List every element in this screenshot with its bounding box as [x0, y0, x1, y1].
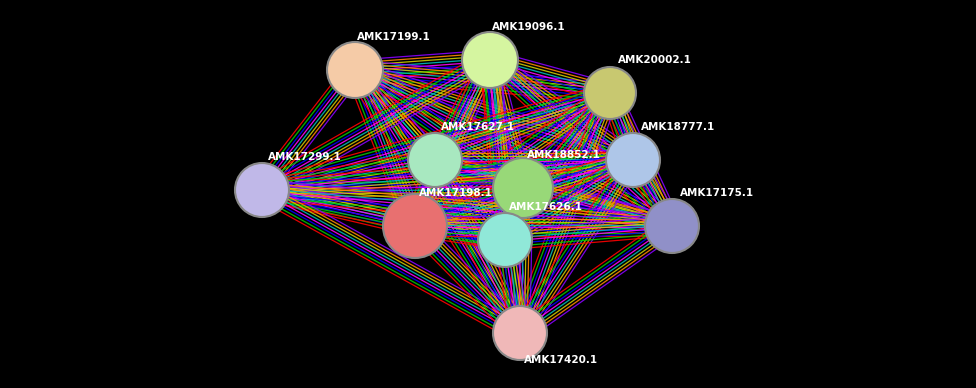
Text: AMK17626.1: AMK17626.1 — [509, 202, 583, 212]
Circle shape — [408, 133, 462, 187]
Text: AMK18852.1: AMK18852.1 — [527, 150, 601, 160]
Text: AMK17420.1: AMK17420.1 — [524, 355, 598, 365]
Circle shape — [383, 194, 447, 258]
Text: AMK17627.1: AMK17627.1 — [441, 122, 515, 132]
Text: AMK20002.1: AMK20002.1 — [618, 55, 692, 65]
Text: AMK17198.1: AMK17198.1 — [419, 188, 493, 198]
Circle shape — [478, 213, 532, 267]
Circle shape — [645, 199, 699, 253]
Circle shape — [584, 67, 636, 119]
Circle shape — [235, 163, 289, 217]
Text: AMK17199.1: AMK17199.1 — [357, 32, 430, 42]
Circle shape — [462, 32, 518, 88]
Circle shape — [327, 42, 383, 98]
Circle shape — [493, 158, 553, 218]
Circle shape — [493, 306, 547, 360]
Text: AMK19096.1: AMK19096.1 — [492, 22, 566, 32]
Text: AMK17175.1: AMK17175.1 — [680, 188, 754, 198]
Text: AMK18777.1: AMK18777.1 — [641, 122, 715, 132]
Circle shape — [606, 133, 660, 187]
Text: AMK17299.1: AMK17299.1 — [268, 152, 342, 162]
